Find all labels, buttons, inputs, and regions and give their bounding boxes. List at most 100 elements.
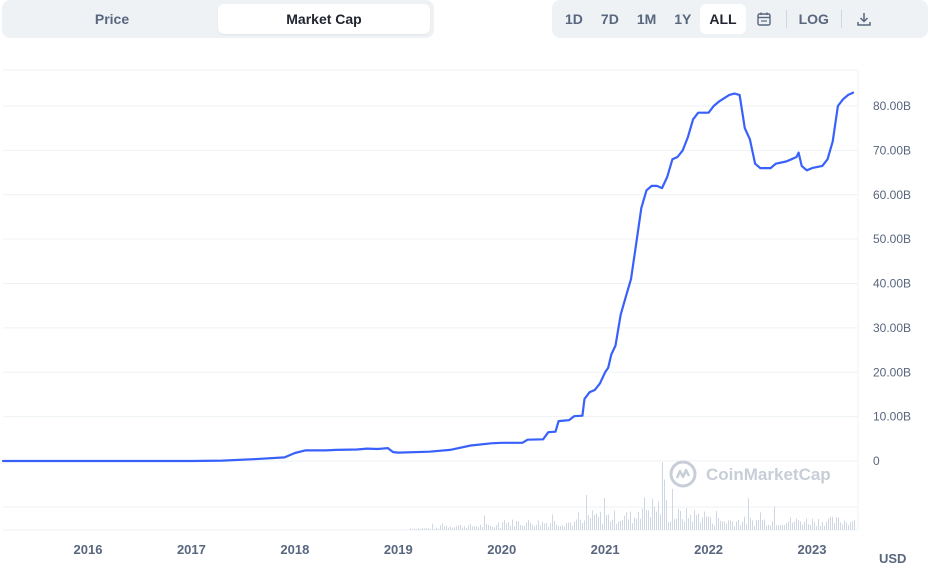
- log-scale-button[interactable]: LOG: [798, 11, 829, 27]
- x-tick-label: 2018: [280, 542, 309, 557]
- y-tick-label: 80.00B: [873, 99, 911, 113]
- volume-bar: [694, 510, 695, 530]
- volume-bar: [540, 525, 541, 530]
- volume-bar: [688, 518, 689, 530]
- range-1m-button[interactable]: 1M: [636, 11, 657, 27]
- volume-bar: [818, 518, 819, 530]
- x-tick-label: 2023: [798, 542, 827, 557]
- volume-bar: [456, 526, 457, 530]
- volume-bar: [488, 524, 489, 530]
- market-cap-tab[interactable]: Market Cap: [218, 4, 430, 34]
- volume-bar: [594, 515, 595, 530]
- volume-bar: [420, 528, 421, 530]
- volume-bar: [614, 510, 615, 530]
- volume-bar: [776, 525, 777, 530]
- volume-bar: [462, 527, 463, 530]
- download-button[interactable]: [846, 4, 882, 34]
- volume-bar: [770, 525, 771, 530]
- volume-bar: [622, 520, 623, 530]
- volume-bar: [432, 523, 433, 530]
- volume-bar: [766, 526, 767, 530]
- volume-bar: [512, 519, 513, 530]
- volume-bar: [608, 514, 609, 530]
- x-tick-label: 2017: [177, 542, 206, 557]
- volume-bar: [494, 527, 495, 530]
- volume-bar: [686, 508, 687, 530]
- y-tick-label: 40.00B: [873, 277, 911, 291]
- volume-bar: [440, 525, 441, 530]
- volume-bar: [526, 522, 527, 530]
- volume-bar: [536, 524, 537, 530]
- calendar-button[interactable]: [746, 4, 782, 34]
- volume-bar: [446, 525, 447, 530]
- volume-bar: [798, 520, 799, 530]
- x-tick-label: 2020: [487, 542, 516, 557]
- volume-bar: [490, 525, 491, 530]
- volume-bar: [576, 519, 577, 530]
- volume-bar: [482, 527, 483, 530]
- range-1d-button[interactable]: 1D: [565, 11, 583, 27]
- volume-bar: [418, 528, 419, 530]
- volume-bar: [468, 525, 469, 530]
- volume-bar: [734, 526, 735, 530]
- volume-bar: [706, 516, 707, 530]
- volume-bar: [668, 522, 669, 530]
- price-tab[interactable]: Price: [94, 11, 130, 27]
- volume-bar: [504, 519, 505, 530]
- volume-bar: [666, 499, 667, 530]
- volume-bar: [754, 525, 755, 530]
- x-axis: 2016 2017 2018 2019 2020 2021 2022 2023: [74, 542, 827, 557]
- volume-bar: [698, 513, 699, 530]
- volume-bar: [636, 518, 637, 530]
- volume-bar: [836, 517, 837, 530]
- watermark-text: CoinMarketCap: [706, 465, 831, 484]
- volume-bar: [724, 521, 725, 530]
- volume-bar: [638, 511, 639, 530]
- volume-bar: [556, 524, 557, 530]
- volume-bar: [472, 526, 473, 530]
- volume-bar: [732, 521, 733, 530]
- volume-bar: [460, 524, 461, 530]
- volume-bar: [522, 525, 523, 530]
- x-tick-label: 2019: [384, 542, 413, 557]
- volume-bar: [662, 462, 663, 530]
- volume-bar: [452, 527, 453, 530]
- range-all-button[interactable]: ALL: [700, 4, 746, 34]
- volume-bar: [664, 479, 665, 530]
- volume-bar: [772, 521, 773, 530]
- volume-bar: [448, 527, 449, 530]
- volume-bar: [654, 506, 655, 530]
- y-axis: 0 10.00B 20.00B 30.00B 40.00B 50.00B 60.00B 70.…: [873, 99, 911, 468]
- volume-bar: [844, 520, 845, 530]
- volume-bar: [854, 519, 855, 530]
- volume-bar: [598, 517, 599, 530]
- volume-bar: [630, 511, 631, 530]
- volume-bar: [644, 497, 645, 530]
- volume-bar: [728, 520, 729, 530]
- y-tick-label: 20.00B: [873, 365, 911, 379]
- volume-bar: [822, 521, 823, 530]
- volume-bar: [634, 517, 635, 530]
- volume-bar: [450, 526, 451, 530]
- volume-bar: [656, 511, 657, 530]
- volume-bar: [780, 524, 781, 530]
- volume-bar: [520, 524, 521, 530]
- volume-bar: [842, 524, 843, 530]
- volume-bar: [764, 519, 765, 530]
- volume-bar: [430, 528, 431, 530]
- volume-bar: [744, 516, 745, 530]
- volume-bar: [824, 525, 825, 530]
- volume-bar: [610, 521, 611, 530]
- y-tick-label: 50.00B: [873, 232, 911, 246]
- volume-bar: [736, 521, 737, 530]
- range-7d-button[interactable]: 7D: [600, 11, 619, 27]
- volume-bar: [506, 523, 507, 530]
- volume-bar: [562, 525, 563, 530]
- volume-bar: [532, 524, 533, 530]
- range-1y-button[interactable]: 1Y: [674, 11, 692, 27]
- volume-bar: [436, 527, 437, 530]
- volume-bar: [544, 523, 545, 530]
- chart-watermark: CoinMarketCap: [669, 460, 831, 488]
- volume-bar: [474, 526, 475, 530]
